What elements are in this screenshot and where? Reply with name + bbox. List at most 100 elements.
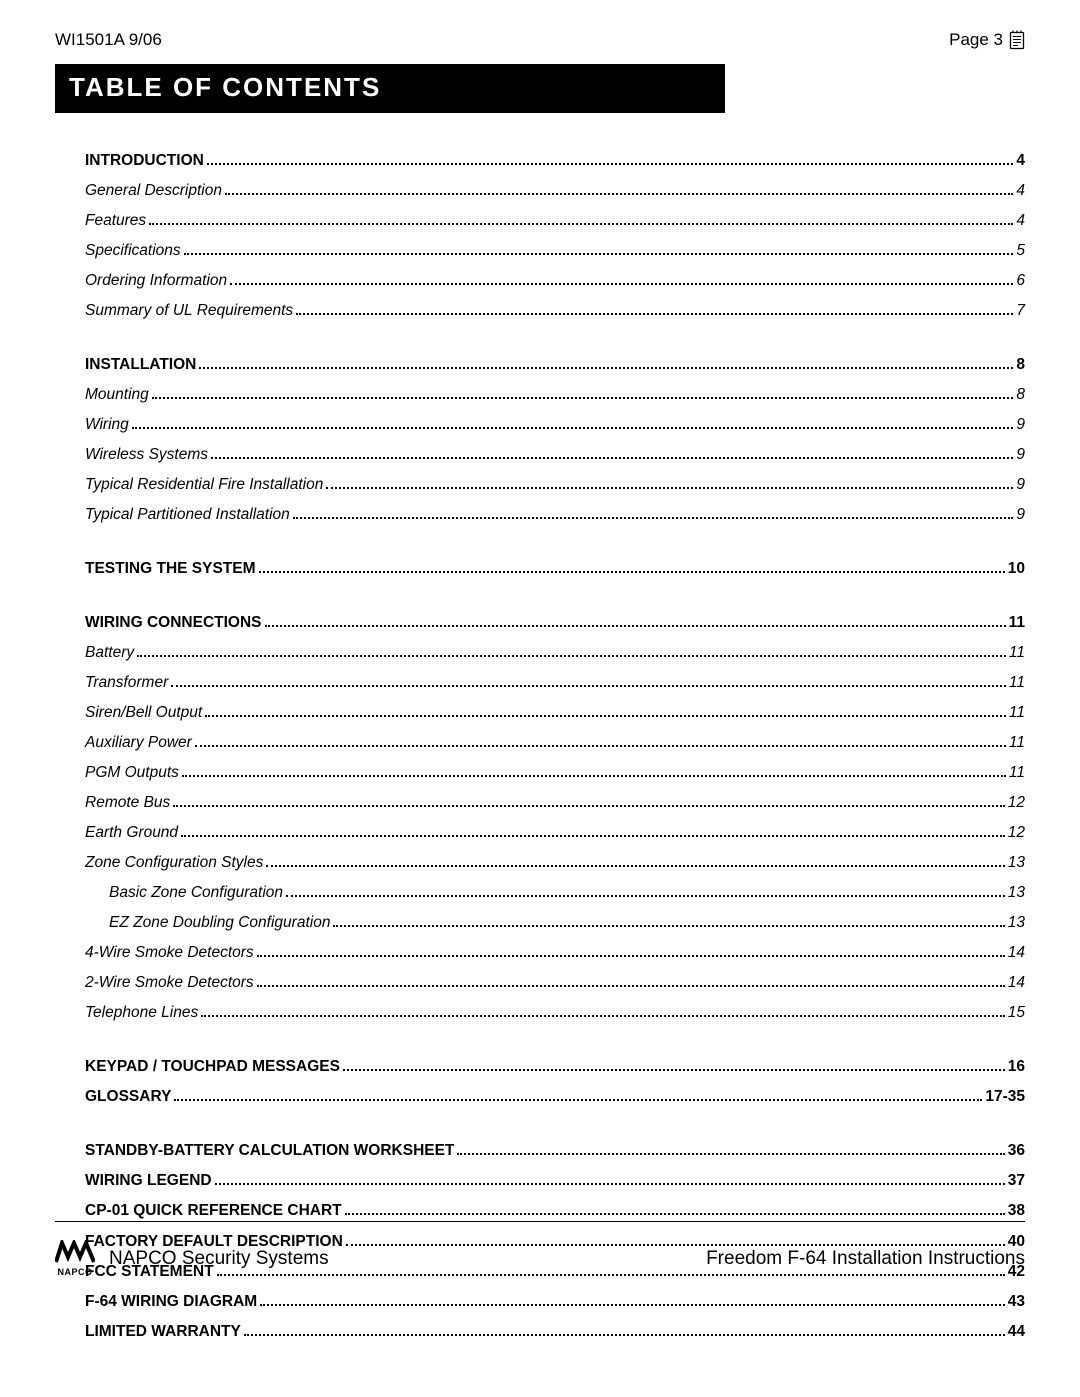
toc-label: Remote Bus	[85, 791, 170, 815]
toc-page: 43	[1008, 1290, 1025, 1314]
toc-leader-dots	[333, 925, 1004, 927]
toc-row: 2-Wire Smoke Detectors 14	[85, 971, 1025, 995]
toc-group: TESTING THE SYSTEM 10	[85, 557, 1025, 581]
toc-page: 6	[1016, 269, 1025, 293]
toc-group: INSTALLATION 8Mounting 8Wiring 9Wireless…	[85, 353, 1025, 527]
logo-text: NAPCO	[57, 1268, 92, 1277]
toc-row: Features 4	[85, 209, 1025, 233]
toc-leader-dots	[265, 625, 1006, 627]
toc-page: 13	[1008, 851, 1025, 875]
toc-row: 4-Wire Smoke Detectors 14	[85, 941, 1025, 965]
toc-page: 8	[1016, 383, 1025, 407]
toc-row: Specifications 5	[85, 239, 1025, 263]
toc-page: 9	[1016, 473, 1025, 497]
toc-group: INTRODUCTION 4General Description 4Featu…	[85, 149, 1025, 323]
toc-row: Remote Bus 12	[85, 791, 1025, 815]
toc-label: WIRING CONNECTIONS	[85, 611, 262, 635]
toc-leader-dots	[257, 985, 1005, 987]
toc-label: Transformer	[85, 671, 168, 695]
toc-label: General Description	[85, 179, 222, 203]
footer-rule	[55, 1221, 1025, 1222]
toc-label: Battery	[85, 641, 134, 665]
toc-leader-dots	[266, 865, 1004, 867]
toc-leader-dots	[296, 313, 1013, 315]
toc-page: 12	[1008, 821, 1025, 845]
toc-label: F-64 WIRING DIAGRAM	[85, 1290, 257, 1314]
toc-page: 10	[1008, 557, 1025, 581]
toc-leader-dots	[174, 1099, 982, 1101]
toc-leader-dots	[211, 457, 1013, 459]
toc-page: 17-35	[985, 1085, 1025, 1109]
toc-leader-dots	[182, 775, 1006, 777]
toc-label: KEYPAD / TOUCHPAD MESSAGES	[85, 1055, 340, 1079]
page-number-wrap: Page 3	[949, 30, 1025, 50]
toc-row: WIRING CONNECTIONS 11	[85, 611, 1025, 635]
toc-label: PGM Outputs	[85, 761, 179, 785]
toc-label: Features	[85, 209, 146, 233]
toc-page: 14	[1008, 971, 1025, 995]
toc-leader-dots	[259, 571, 1005, 573]
toc-row: Zone Configuration Styles 13	[85, 851, 1025, 875]
toc-label: Telephone Lines	[85, 1001, 198, 1025]
toc-leader-dots	[225, 193, 1013, 195]
toc-label: Earth Ground	[85, 821, 178, 845]
toc-label: WIRING LEGEND	[85, 1169, 212, 1193]
toc-group: KEYPAD / TOUCHPAD MESSAGES 16 GLOSSARY 17…	[85, 1055, 1025, 1109]
toc-page: 4	[1016, 209, 1025, 233]
toc-row: KEYPAD / TOUCHPAD MESSAGES 16	[85, 1055, 1025, 1079]
toc-row: F-64 WIRING DIAGRAM 43	[85, 1290, 1025, 1314]
company-name: NAPCO Security Systems	[109, 1248, 329, 1270]
toc-label: CP-01 QUICK REFERENCE CHART	[85, 1199, 342, 1223]
toc-page: 9	[1016, 413, 1025, 437]
toc-page: 11	[1009, 731, 1025, 755]
toc-leader-dots	[293, 517, 1014, 519]
toc-row: Typical Partitioned Installation 9	[85, 503, 1025, 527]
toc-leader-dots	[457, 1153, 1004, 1155]
toc-leader-dots	[171, 685, 1006, 687]
toc-label: 4-Wire Smoke Detectors	[85, 941, 254, 965]
toc-row: Telephone Lines 15	[85, 1001, 1025, 1025]
toc-label: Ordering Information	[85, 269, 227, 293]
toc-page: 38	[1008, 1199, 1025, 1223]
toc-leader-dots	[181, 835, 1005, 837]
toc-leader-dots	[149, 223, 1013, 225]
toc-label: Specifications	[85, 239, 181, 263]
toc-page: 11	[1009, 671, 1025, 695]
toc-leader-dots	[173, 805, 1004, 807]
toc-page: 4	[1016, 179, 1025, 203]
toc-label: Typical Residential Fire Installation	[85, 473, 323, 497]
toc-page: 12	[1008, 791, 1025, 815]
footer-left: NAPCO NAPCO Security Systems	[55, 1240, 329, 1277]
toc-row: TESTING THE SYSTEM 10	[85, 557, 1025, 581]
toc-row: LIMITED WARRANTY 44	[85, 1320, 1025, 1344]
toc-page: 8	[1016, 353, 1025, 377]
toc-label: INTRODUCTION	[85, 149, 204, 173]
toc-label: Mounting	[85, 383, 149, 407]
toc-row: WIRING LEGEND 37	[85, 1169, 1025, 1193]
toc-row: Mounting 8	[85, 383, 1025, 407]
toc-leader-dots	[257, 955, 1005, 957]
napco-logo: NAPCO	[55, 1240, 95, 1277]
toc-leader-dots	[286, 895, 1005, 897]
toc-page: 16	[1008, 1055, 1025, 1079]
toc-label: EZ Zone Doubling Configuration	[109, 911, 330, 935]
toc-label: Basic Zone Configuration	[109, 881, 283, 905]
toc-row: PGM Outputs 11	[85, 761, 1025, 785]
toc-label: Summary of UL Requirements	[85, 299, 293, 323]
notepad-icon	[1009, 30, 1025, 50]
toc-page: 37	[1008, 1169, 1025, 1193]
toc-leader-dots	[152, 397, 1014, 399]
toc-leader-dots	[230, 283, 1013, 285]
toc-page: 11	[1009, 611, 1025, 635]
toc-row: GLOSSARY 17-35	[85, 1085, 1025, 1109]
toc-leader-dots	[137, 655, 1006, 657]
toc-leader-dots	[215, 1183, 1005, 1185]
toc-label: STANDBY-BATTERY CALCULATION WORKSHEET	[85, 1139, 454, 1163]
page-number: Page 3	[949, 30, 1003, 50]
toc-label: Zone Configuration Styles	[85, 851, 263, 875]
toc-row: Siren/Bell Output 11	[85, 701, 1025, 725]
toc-leader-dots	[195, 745, 1006, 747]
toc-label: 2-Wire Smoke Detectors	[85, 971, 254, 995]
toc-row: INSTALLATION 8	[85, 353, 1025, 377]
toc-label: Siren/Bell Output	[85, 701, 202, 725]
